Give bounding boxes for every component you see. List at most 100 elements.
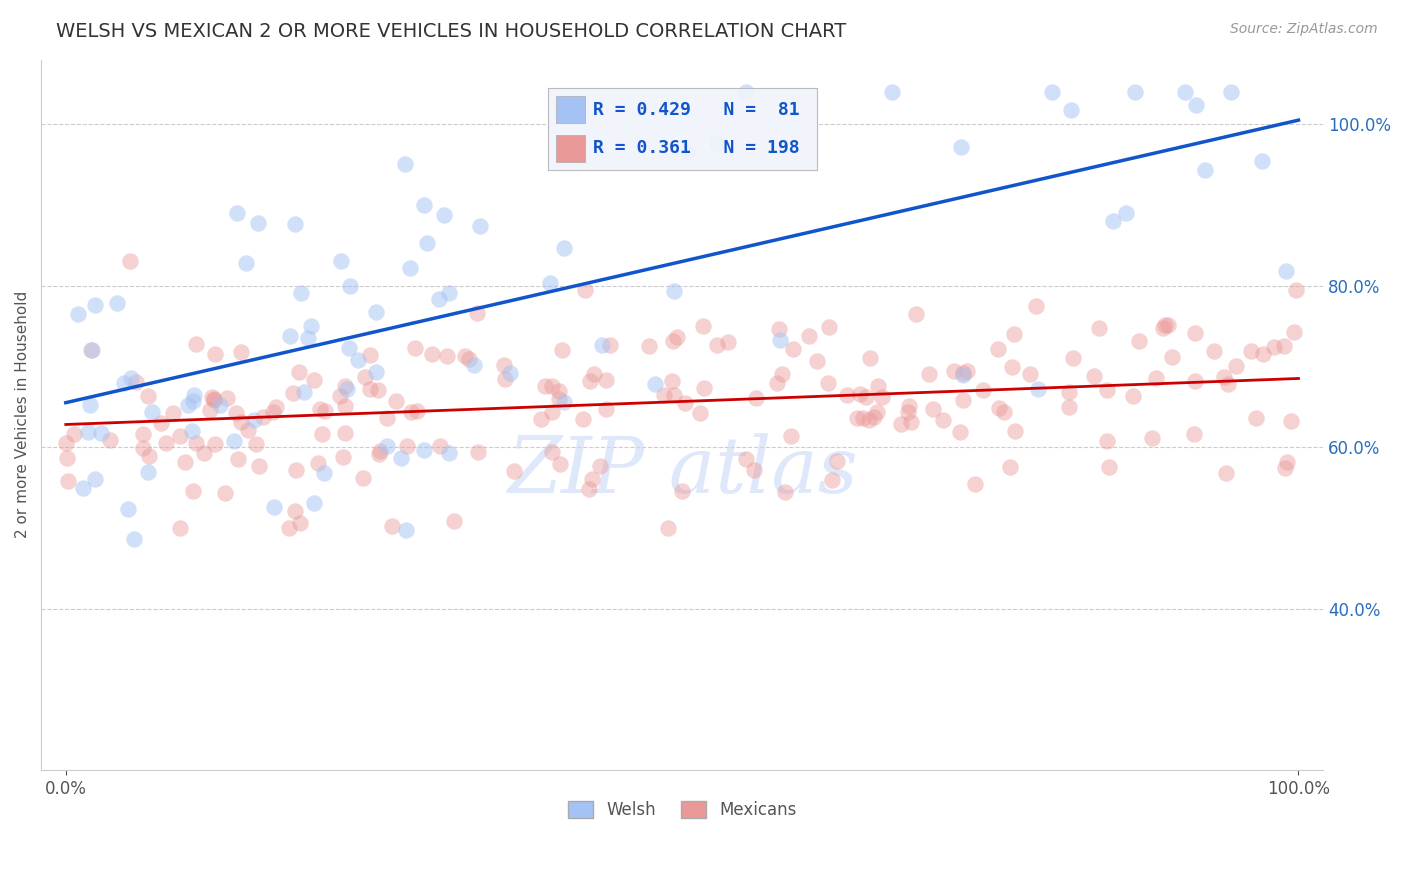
Point — [138, 449, 160, 463]
Point — [541, 405, 564, 419]
Point — [215, 391, 238, 405]
Point — [247, 459, 270, 474]
Point — [385, 393, 408, 408]
Point — [333, 426, 356, 441]
Point — [1057, 384, 1080, 399]
Point — [1028, 383, 1050, 397]
Point — [359, 382, 381, 396]
Point — [1140, 431, 1163, 445]
Point — [595, 402, 617, 417]
Point — [870, 390, 893, 404]
Point — [735, 451, 758, 466]
Point — [1185, 97, 1208, 112]
Point — [548, 384, 571, 398]
Point — [225, 406, 247, 420]
Point — [949, 425, 972, 440]
Point — [56, 450, 79, 465]
Point — [201, 390, 224, 404]
Point — [779, 429, 801, 443]
Point — [177, 398, 200, 412]
Point — [574, 283, 596, 297]
Point — [1275, 455, 1298, 469]
Point — [745, 392, 768, 406]
Point — [80, 343, 103, 357]
Point — [1059, 103, 1081, 117]
Point — [204, 392, 226, 406]
Point — [548, 457, 571, 471]
Point — [72, 481, 94, 495]
Point — [661, 334, 683, 348]
Point — [904, 307, 927, 321]
Point — [1204, 344, 1226, 359]
Point — [333, 379, 356, 393]
Point — [553, 241, 575, 255]
Point — [502, 464, 524, 478]
Point — [533, 379, 555, 393]
Point — [463, 358, 485, 372]
Point — [263, 500, 285, 515]
Point — [988, 401, 1011, 415]
Point — [55, 436, 77, 450]
Point — [174, 455, 197, 469]
Point — [354, 369, 377, 384]
Point — [150, 416, 173, 430]
Point — [304, 373, 326, 387]
Point — [1240, 344, 1263, 359]
Point — [578, 482, 600, 496]
Point — [717, 334, 740, 349]
Point — [120, 371, 142, 385]
Point — [138, 389, 160, 403]
Point — [768, 322, 790, 336]
Point — [131, 427, 153, 442]
Point — [706, 136, 728, 150]
Point — [591, 338, 613, 352]
Point — [1157, 318, 1180, 333]
Point — [898, 399, 921, 413]
Point — [155, 436, 177, 450]
Point — [900, 415, 922, 429]
Point — [773, 485, 796, 500]
Point — [375, 411, 398, 425]
Point — [204, 347, 226, 361]
Point — [394, 157, 416, 171]
Point — [1123, 85, 1146, 99]
Point — [287, 365, 309, 379]
Point — [846, 411, 869, 425]
Point — [492, 358, 515, 372]
Point — [290, 285, 312, 300]
Point — [105, 296, 128, 310]
Point — [84, 472, 107, 486]
Text: Source: ZipAtlas.com: Source: ZipAtlas.com — [1230, 22, 1378, 37]
Point — [735, 85, 758, 99]
Point — [706, 338, 728, 352]
Point — [1213, 369, 1236, 384]
Point — [494, 372, 516, 386]
Point — [169, 521, 191, 535]
Point — [429, 439, 451, 453]
Point — [90, 425, 112, 440]
Point — [307, 456, 329, 470]
Point — [235, 255, 257, 269]
Point — [302, 496, 325, 510]
Point — [284, 217, 307, 231]
Point — [851, 410, 873, 425]
Point — [1174, 85, 1197, 99]
Point — [332, 450, 354, 465]
Point — [547, 392, 569, 407]
Point — [312, 466, 335, 480]
Point — [766, 376, 789, 391]
Point — [806, 354, 828, 368]
Point — [204, 437, 226, 451]
Point — [693, 381, 716, 395]
Point — [117, 502, 139, 516]
Point — [465, 306, 488, 320]
Point — [339, 279, 361, 293]
Point — [98, 433, 121, 447]
Point — [292, 384, 315, 399]
Point — [821, 473, 844, 487]
Point — [311, 427, 333, 442]
Point — [666, 330, 689, 344]
Point — [299, 318, 322, 333]
Point — [433, 208, 456, 222]
Point — [1004, 424, 1026, 438]
